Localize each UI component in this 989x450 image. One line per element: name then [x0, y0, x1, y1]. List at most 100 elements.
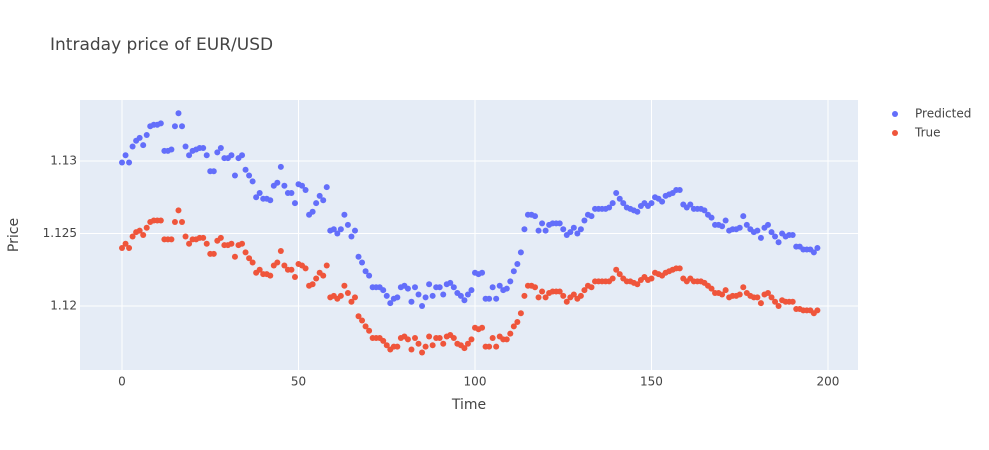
point [810, 249, 817, 256]
point [461, 345, 468, 352]
point [359, 317, 366, 324]
point [281, 262, 288, 269]
point [157, 217, 164, 224]
y-tick-label: 1.12 [50, 299, 77, 313]
point [542, 227, 549, 234]
point [532, 213, 539, 220]
point [422, 343, 429, 350]
point [532, 284, 539, 291]
point [348, 298, 355, 305]
chart-title: Intraday price of EUR/USD [50, 35, 273, 55]
point [676, 265, 683, 272]
point [616, 271, 623, 278]
point [330, 226, 337, 233]
point [535, 294, 542, 301]
point [186, 240, 193, 247]
point [288, 266, 295, 273]
point [122, 152, 129, 159]
point [168, 146, 175, 153]
point [775, 239, 782, 246]
point [408, 298, 415, 305]
point [606, 204, 613, 211]
point [366, 272, 373, 279]
point [281, 182, 288, 189]
point [539, 288, 546, 295]
point [648, 275, 655, 282]
point [701, 207, 708, 214]
point [743, 221, 750, 228]
point [366, 327, 373, 334]
point [503, 336, 510, 343]
point [447, 279, 454, 286]
point [267, 272, 274, 279]
point [588, 213, 595, 220]
point [457, 292, 464, 299]
point [411, 334, 418, 341]
point [404, 285, 411, 292]
point [299, 182, 306, 189]
point [200, 234, 207, 241]
legend-label: True [914, 126, 941, 140]
point [577, 292, 584, 299]
point [581, 217, 588, 224]
point [214, 149, 221, 156]
point [722, 287, 729, 294]
point [772, 298, 779, 305]
point [143, 224, 150, 231]
point [228, 152, 235, 159]
x-tick-label: 150 [640, 375, 663, 389]
point [203, 152, 210, 159]
point [426, 333, 433, 340]
point [274, 179, 281, 186]
point [620, 200, 627, 207]
point [514, 319, 521, 326]
point [355, 313, 362, 320]
point [740, 213, 747, 220]
point [231, 172, 238, 179]
point [140, 232, 147, 238]
point [316, 192, 323, 199]
point [309, 281, 316, 288]
point [119, 245, 126, 252]
point [510, 268, 517, 275]
point [764, 221, 771, 228]
point [764, 290, 771, 297]
point [687, 201, 694, 208]
point [334, 230, 341, 237]
point [239, 152, 246, 159]
point [426, 281, 433, 288]
legend-label: Predicted [915, 107, 971, 121]
point [461, 297, 468, 304]
point [570, 224, 577, 231]
point [136, 227, 143, 234]
point [429, 292, 436, 299]
point [486, 295, 493, 302]
point [775, 303, 782, 310]
point [648, 200, 655, 207]
x-tick-label: 0 [118, 375, 126, 389]
point [175, 207, 182, 214]
x-tick-label: 200 [817, 375, 840, 389]
point [479, 269, 486, 276]
point [337, 292, 344, 299]
point [337, 226, 344, 233]
point [186, 152, 193, 159]
point [126, 245, 133, 252]
legend-marker [892, 130, 898, 136]
point [267, 197, 274, 204]
point [344, 221, 351, 228]
point [489, 284, 496, 291]
point [129, 143, 136, 150]
point [323, 184, 330, 191]
point [659, 198, 666, 205]
point [256, 266, 263, 273]
point [380, 287, 387, 294]
point [256, 189, 263, 196]
point [542, 294, 549, 301]
point [535, 227, 542, 234]
point [140, 142, 147, 149]
point [768, 294, 775, 301]
point [560, 226, 567, 233]
point [616, 195, 623, 202]
